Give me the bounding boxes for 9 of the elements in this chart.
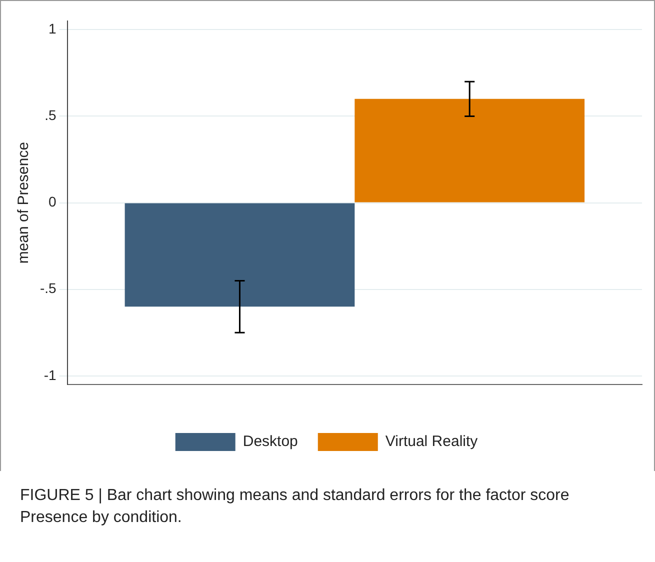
y-tick-label: -1 bbox=[44, 366, 57, 383]
caption: FIGURE 5 | Bar chart showing means and standard errors for the factor score Presence by condition. bbox=[19, 486, 570, 528]
legend-label: Desktop bbox=[242, 433, 298, 450]
y-tick-label: 0 bbox=[48, 194, 57, 210]
y-axis-title: mean of Presence bbox=[15, 142, 32, 264]
legend-label: Virtual Reality bbox=[385, 433, 478, 450]
y-tick-label: -.5 bbox=[40, 280, 57, 296]
y-tick-label: 1 bbox=[48, 20, 57, 37]
y-tick-label: .5 bbox=[44, 107, 57, 124]
